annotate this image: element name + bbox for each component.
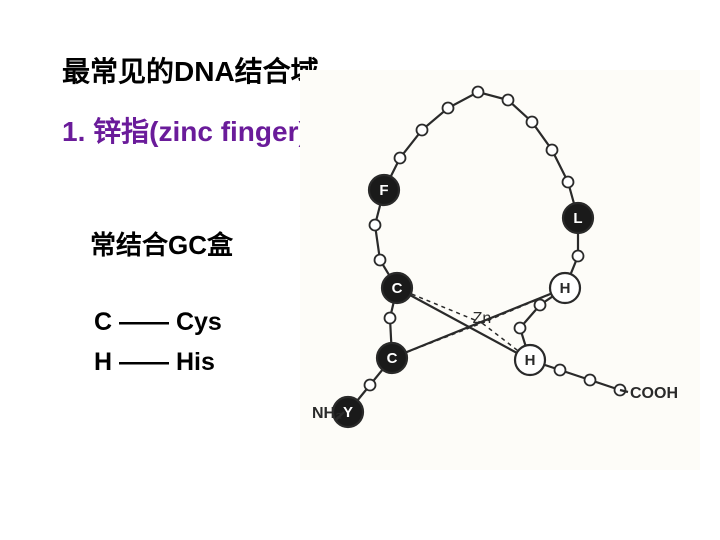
cys-label: C —— Cys [94,308,222,337]
svg-text:C: C [392,280,403,297]
svg-text:F: F [379,182,388,199]
his-label: H —— His [94,348,215,377]
svg-text:L: L [573,210,582,227]
gc-box-text: 常结合GC盒 [90,225,233,262]
page-title: 最常见的DNA结合域 [62,50,319,90]
svg-text:Zn: Zn [473,310,492,327]
svg-text:C: C [387,350,398,367]
svg-text:H: H [525,352,536,369]
svg-text:H: H [560,280,571,297]
section-subtitle: 1. 锌指(zinc finger) [62,110,308,150]
zinc-finger-diagram: YCCFLHHZnNH₂COOH [300,70,700,470]
svg-text:COOH: COOH [630,385,678,402]
